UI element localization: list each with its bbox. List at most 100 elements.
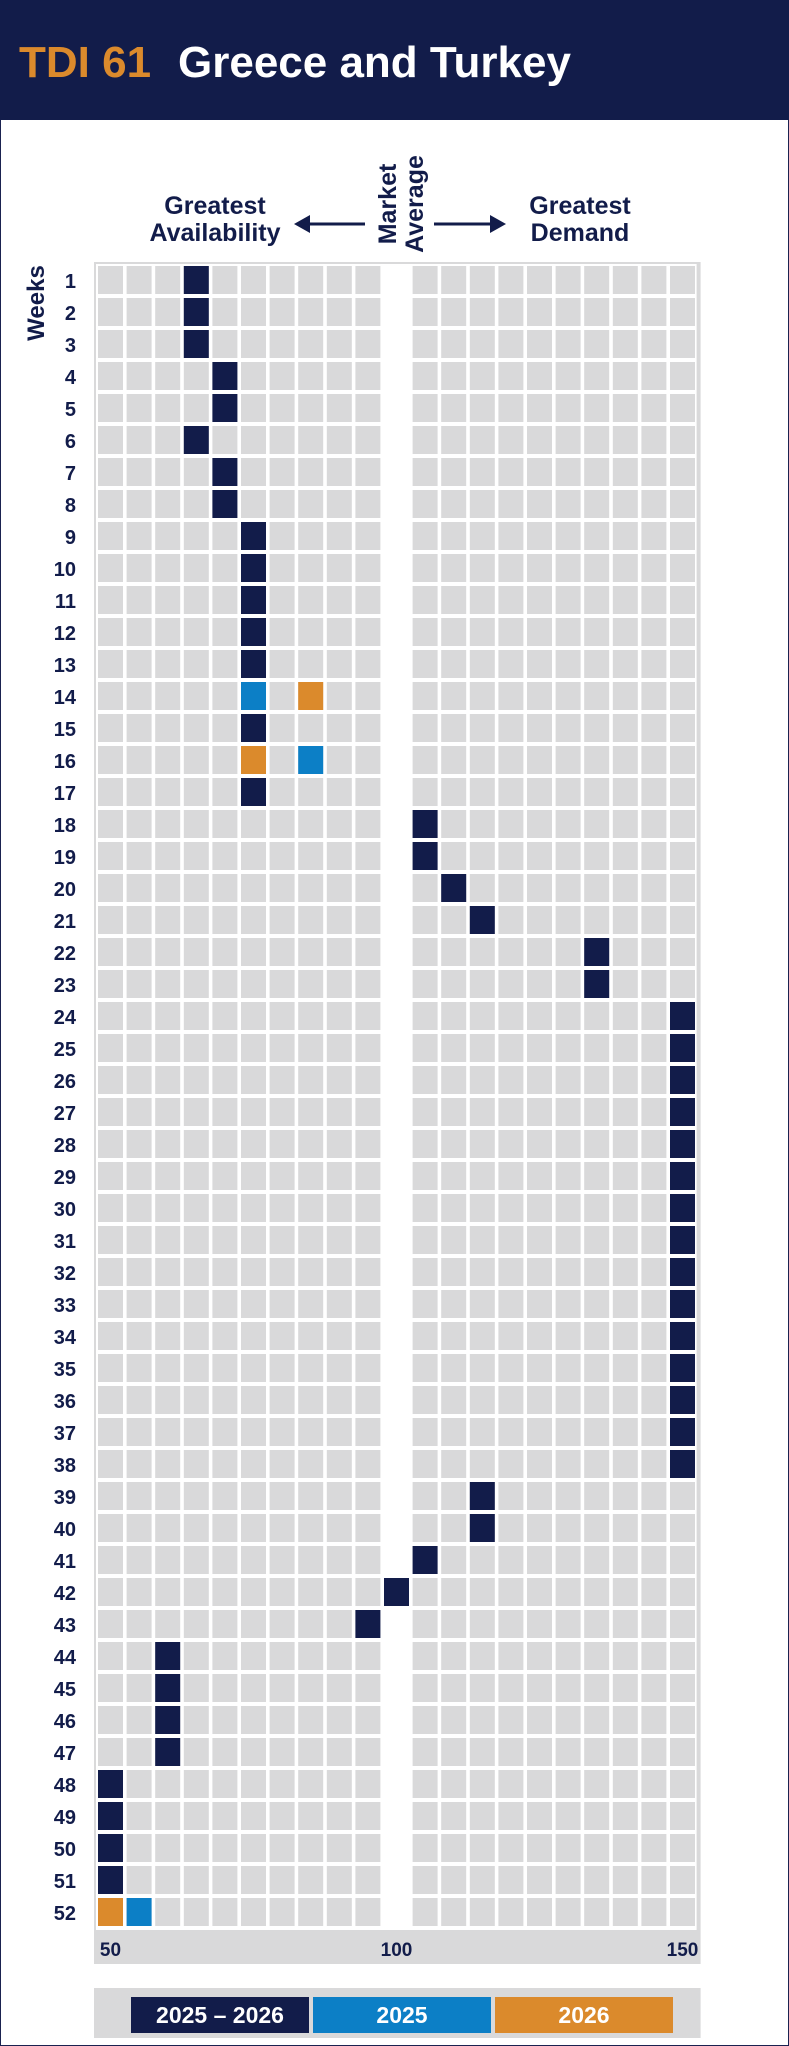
grid-cell	[126, 1034, 152, 1062]
grid-cell	[641, 970, 667, 998]
grid-cell	[155, 458, 181, 486]
grid-cell	[183, 1354, 209, 1382]
grid-cell	[269, 906, 295, 934]
grid-cell	[670, 1642, 695, 1670]
grid-cell	[641, 1738, 667, 1766]
grid-cell	[241, 362, 266, 390]
grid-cell	[183, 1706, 209, 1734]
grid-cell	[212, 1418, 238, 1446]
grid-cell	[183, 1002, 209, 1030]
grid-cell	[326, 266, 352, 294]
week-label: 4	[65, 367, 77, 389]
grid-cell	[269, 458, 295, 486]
grid-cell	[126, 1866, 152, 1894]
grid-cell	[326, 458, 352, 486]
week-label: 36	[54, 1391, 76, 1413]
grid-cell	[326, 1866, 352, 1894]
grid-cell	[555, 874, 581, 902]
grid-cell	[355, 810, 381, 838]
grid-cell	[527, 1706, 552, 1734]
grid-cell	[212, 426, 238, 454]
data-mark	[241, 554, 266, 582]
grid-cell	[98, 778, 123, 806]
grid-cell	[498, 1098, 524, 1126]
grid-cell	[641, 394, 667, 422]
grid-cell	[326, 906, 352, 934]
grid-cell	[469, 1674, 495, 1702]
grid-cell	[584, 778, 610, 806]
data-mark	[469, 1482, 495, 1510]
grid-cell	[527, 1258, 552, 1286]
grid-cell	[584, 1642, 610, 1670]
grid-cell	[641, 1194, 667, 1222]
grid-cell	[155, 1098, 181, 1126]
grid-cell	[269, 714, 295, 742]
grid-cell	[641, 1450, 667, 1478]
grid-cell	[584, 1674, 610, 1702]
grid-cell	[498, 490, 524, 518]
grid-cell	[498, 810, 524, 838]
grid-cell	[469, 714, 495, 742]
grid-cell	[469, 1418, 495, 1446]
grid-cell	[584, 874, 610, 902]
grid-cell	[612, 394, 638, 422]
data-mark	[670, 1002, 695, 1030]
grid-cell	[155, 426, 181, 454]
grid-cell	[98, 1706, 123, 1734]
grid-cell	[183, 1770, 209, 1798]
grid-cell	[241, 1450, 266, 1478]
grid-cell	[527, 970, 552, 998]
grid-cell	[555, 1194, 581, 1222]
data-mark	[584, 938, 610, 966]
grid-cell	[469, 874, 495, 902]
data-mark	[670, 1450, 695, 1478]
grid-cell	[498, 1354, 524, 1382]
grid-cell	[98, 1290, 123, 1318]
week-label: 14	[54, 687, 77, 709]
data-mark	[155, 1642, 181, 1670]
grid-cell	[641, 1674, 667, 1702]
grid-cell	[241, 1642, 266, 1670]
grid-cell	[212, 1034, 238, 1062]
grid-cell	[126, 1706, 152, 1734]
grid-cell	[498, 1738, 524, 1766]
grid-cell	[527, 1450, 552, 1478]
grid-cell	[355, 1034, 381, 1062]
grid-cell	[555, 1002, 581, 1030]
grid-cell	[269, 554, 295, 582]
grid-cell	[584, 1834, 610, 1862]
grid-cell	[155, 682, 181, 710]
grid-cell	[527, 618, 552, 646]
grid-cell	[155, 1610, 181, 1638]
grid-cell	[212, 1898, 238, 1926]
grid-cell	[584, 842, 610, 870]
grid-cell	[155, 1418, 181, 1446]
grid-cell	[298, 1578, 324, 1606]
grid-cell	[98, 714, 123, 742]
grid-cell	[584, 1866, 610, 1894]
week-label: 2	[65, 303, 76, 325]
data-mark	[155, 1738, 181, 1766]
grid-cell	[555, 618, 581, 646]
grid-cell	[612, 842, 638, 870]
data-mark	[670, 1130, 695, 1158]
grid-cell	[212, 1354, 238, 1382]
grid-cell	[670, 1610, 695, 1638]
grid-cell	[441, 778, 467, 806]
grid-cell	[241, 1034, 266, 1062]
grid-cell	[584, 1578, 610, 1606]
grid-cell	[641, 1642, 667, 1670]
grid-cell	[212, 1578, 238, 1606]
grid-cell	[355, 1162, 381, 1190]
grid-cell	[355, 874, 381, 902]
data-mark	[212, 458, 238, 486]
grid-cell	[126, 618, 152, 646]
grid-cell	[412, 1354, 438, 1382]
grid-cell	[527, 714, 552, 742]
grid-cell	[498, 1674, 524, 1702]
grid-cell	[641, 842, 667, 870]
grid-cell	[269, 1066, 295, 1094]
grid-cell	[298, 714, 324, 742]
grid-cell	[355, 1706, 381, 1734]
grid-cell	[155, 1290, 181, 1318]
